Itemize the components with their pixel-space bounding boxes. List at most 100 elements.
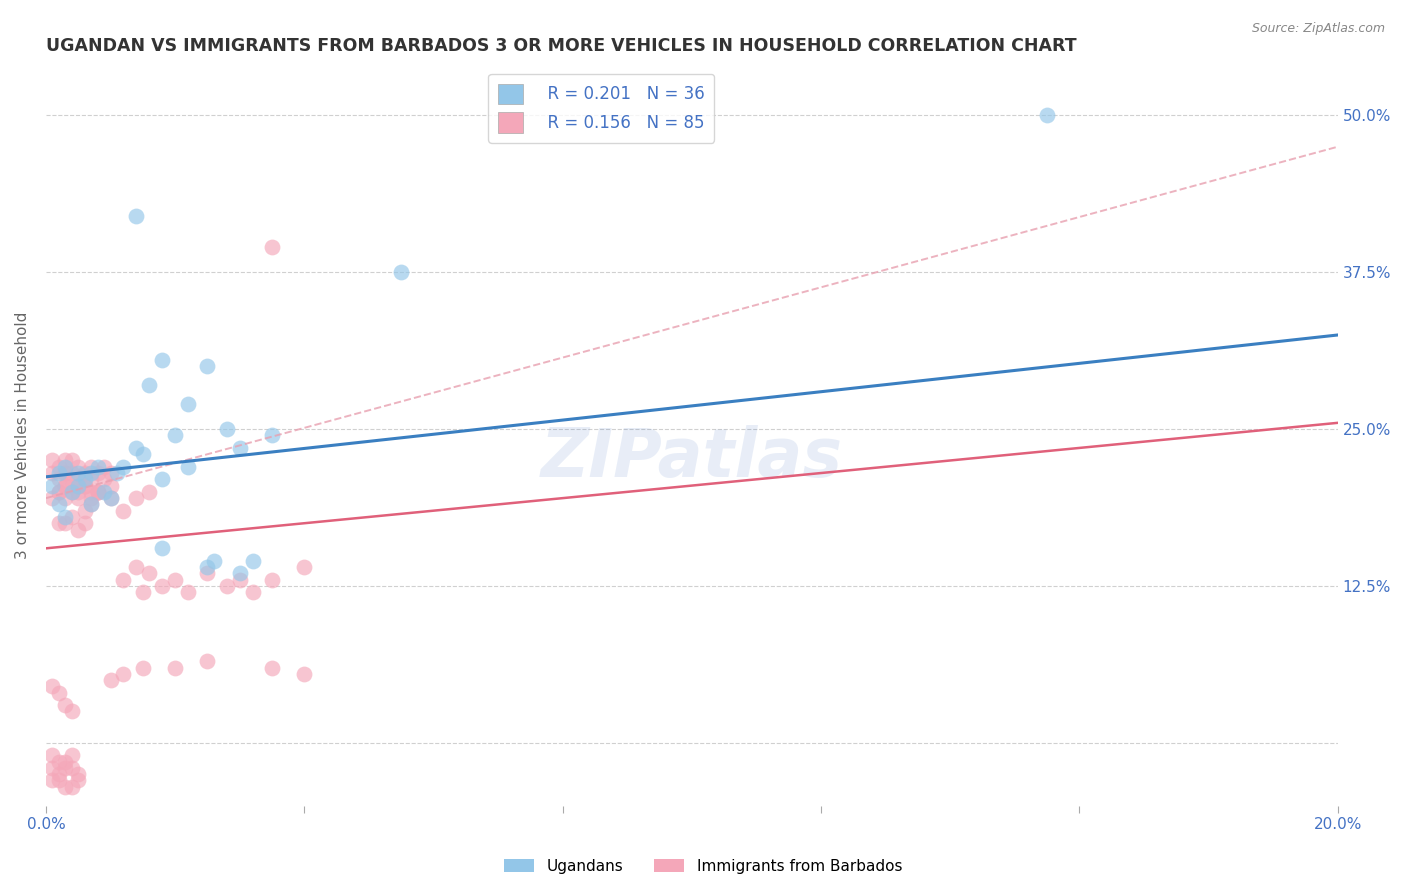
Point — [48, 484, 70, 499]
Point — [132, 660, 155, 674]
Point — [138, 566, 160, 581]
Point — [86, 484, 108, 499]
Point — [48, 686, 70, 700]
Point — [100, 673, 122, 687]
Point — [228, 441, 250, 455]
Point — [41, 773, 63, 788]
Point — [112, 666, 135, 681]
Point — [60, 780, 83, 794]
Point — [53, 491, 76, 505]
Text: UGANDAN VS IMMIGRANTS FROM BARBADOS 3 OR MORE VEHICLES IN HOUSEHOLD CORRELATION : UGANDAN VS IMMIGRANTS FROM BARBADOS 3 OR… — [46, 37, 1077, 55]
Point — [228, 573, 250, 587]
Point — [53, 478, 76, 492]
Point — [53, 755, 76, 769]
Point — [73, 478, 96, 492]
Point — [41, 478, 63, 492]
Point — [60, 478, 83, 492]
Point — [197, 654, 219, 668]
Point — [60, 466, 83, 480]
Point — [260, 660, 283, 674]
Point — [112, 459, 135, 474]
Point — [150, 353, 173, 368]
Point — [67, 523, 90, 537]
Point — [100, 491, 122, 505]
Y-axis label: 3 or more Vehicles in Household: 3 or more Vehicles in Household — [15, 311, 30, 559]
Point — [80, 497, 103, 511]
Point — [150, 579, 173, 593]
Point — [93, 484, 115, 499]
Point — [100, 491, 122, 505]
Point — [67, 478, 90, 492]
Point — [48, 773, 70, 788]
Point — [67, 459, 90, 474]
Point — [41, 491, 63, 505]
Point — [292, 666, 315, 681]
Point — [150, 541, 173, 556]
Point — [80, 466, 103, 480]
Point — [53, 478, 76, 492]
Point — [67, 773, 90, 788]
Point — [150, 472, 173, 486]
Point — [67, 478, 90, 492]
Point — [80, 472, 103, 486]
Point — [67, 466, 90, 480]
Point — [48, 497, 70, 511]
Point — [132, 447, 155, 461]
Point — [100, 478, 122, 492]
Point — [202, 554, 225, 568]
Text: Source: ZipAtlas.com: Source: ZipAtlas.com — [1251, 22, 1385, 36]
Point — [242, 585, 264, 599]
Point — [53, 466, 76, 480]
Point — [41, 679, 63, 693]
Point — [67, 491, 90, 505]
Point — [260, 428, 283, 442]
Point — [86, 484, 108, 499]
Point — [86, 484, 108, 499]
Text: ZIPatlas: ZIPatlas — [541, 425, 842, 491]
Point — [165, 660, 187, 674]
Point — [60, 484, 83, 499]
Point — [53, 516, 76, 531]
Point — [93, 459, 115, 474]
Point — [60, 453, 83, 467]
Point — [165, 573, 187, 587]
Point — [197, 560, 219, 574]
Point — [260, 573, 283, 587]
Point — [67, 472, 90, 486]
Point — [48, 767, 70, 781]
Point — [48, 466, 70, 480]
Point — [177, 585, 200, 599]
Legend: Ugandans, Immigrants from Barbados: Ugandans, Immigrants from Barbados — [498, 853, 908, 880]
Point — [73, 516, 96, 531]
Point — [242, 554, 264, 568]
Legend:   R = 0.201   N = 36,   R = 0.156   N = 85: R = 0.201 N = 36, R = 0.156 N = 85 — [488, 73, 714, 143]
Point — [138, 484, 160, 499]
Point — [73, 504, 96, 518]
Point — [105, 466, 128, 480]
Point — [41, 453, 63, 467]
Point — [1036, 108, 1059, 122]
Point — [215, 579, 238, 593]
Point — [48, 755, 70, 769]
Point — [48, 472, 70, 486]
Point — [125, 441, 148, 455]
Point — [197, 566, 219, 581]
Point — [80, 459, 103, 474]
Point — [53, 459, 76, 474]
Point — [80, 497, 103, 511]
Point — [41, 748, 63, 763]
Point — [125, 491, 148, 505]
Point — [53, 453, 76, 467]
Point — [215, 422, 238, 436]
Point — [100, 466, 122, 480]
Point — [60, 510, 83, 524]
Point — [67, 484, 90, 499]
Point — [138, 378, 160, 392]
Point — [73, 478, 96, 492]
Point — [73, 466, 96, 480]
Point — [73, 472, 96, 486]
Point — [60, 761, 83, 775]
Point — [53, 466, 76, 480]
Point — [60, 484, 83, 499]
Point — [125, 560, 148, 574]
